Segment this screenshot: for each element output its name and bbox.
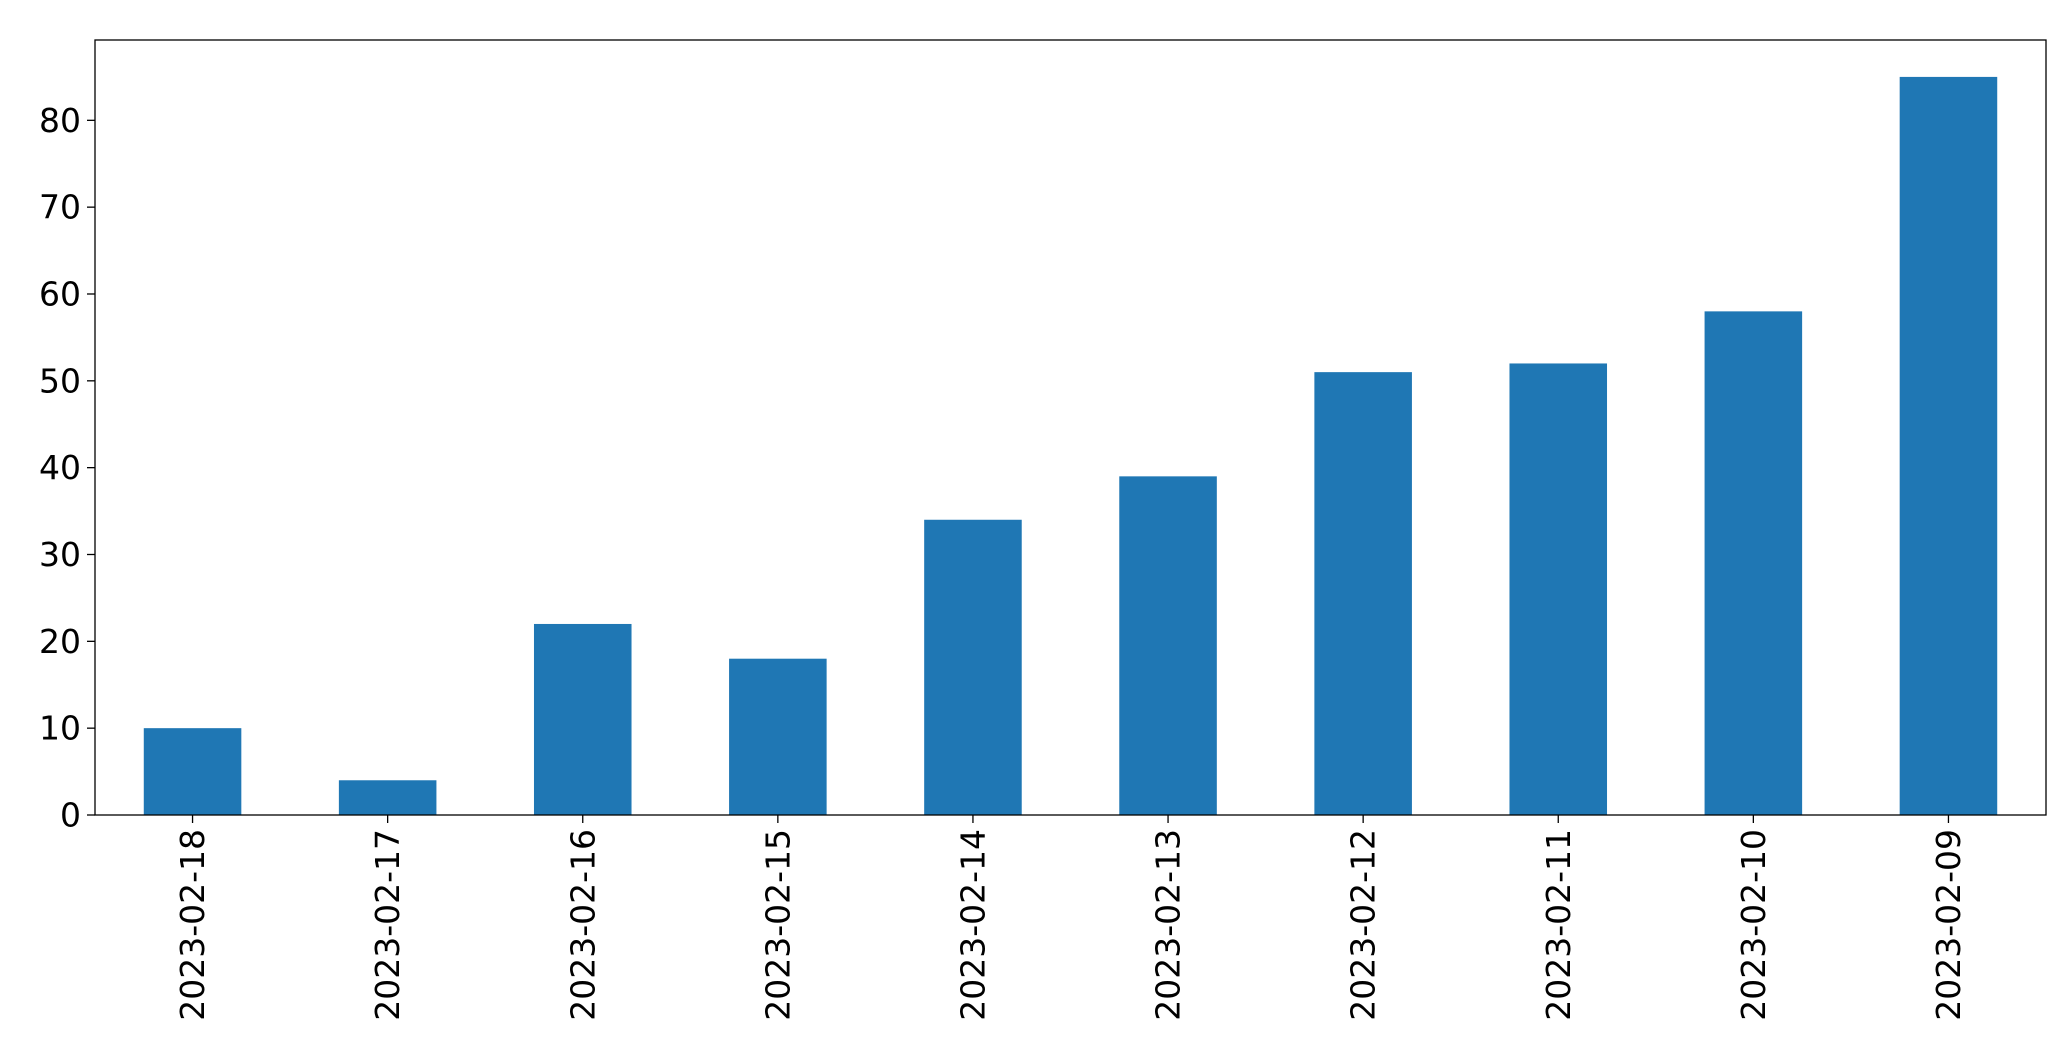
x-tick-label: 2023-02-14 [953, 829, 992, 1021]
bar-2023-02-18 [143, 728, 242, 815]
bar-2023-02-12 [1314, 372, 1412, 815]
y-tick-label: 20 [39, 622, 81, 661]
bar-2023-02-15 [729, 658, 827, 815]
axes-frame [94, 39, 2047, 816]
bar-2023-02-16 [533, 623, 632, 815]
y-tick-label: 30 [39, 535, 81, 574]
x-tick-label: 2023-02-18 [173, 829, 212, 1021]
x-tick-label: 2023-02-13 [1149, 829, 1188, 1021]
y-tick-label: 50 [39, 361, 81, 400]
bar-2023-02-11 [1509, 363, 1608, 815]
x-tick-label: 2023-02-17 [368, 829, 407, 1021]
y-tick-label: 80 [39, 101, 81, 140]
bar-2023-02-13 [1119, 476, 1217, 815]
y-tick-label: 10 [39, 709, 81, 748]
x-tick-label: 2023-02-16 [563, 829, 602, 1021]
y-tick-label: 40 [39, 448, 81, 487]
y-tick-label: 60 [39, 274, 81, 313]
x-tick-label: 2023-02-10 [1734, 829, 1773, 1021]
x-tick-label: 2023-02-11 [1539, 829, 1578, 1021]
bar-2023-02-10 [1704, 311, 1803, 815]
x-tick-label: 2023-02-15 [758, 829, 797, 1021]
x-tick-label: 2023-02-09 [1929, 829, 1968, 1021]
bar-2023-02-17 [338, 780, 437, 815]
bar-2023-02-14 [924, 519, 1022, 815]
bars-layer [143, 76, 1998, 815]
bar-2023-02-09 [1899, 76, 1998, 815]
y-tick-label: 0 [60, 796, 81, 835]
y-axis: 0 10 20 30 40 50 60 70 80 [39, 101, 95, 835]
x-axis: 2023-02-18 2023-02-17 2023-02-16 2023-02-15… [173, 815, 1968, 1021]
x-tick-label: 2023-02-12 [1344, 829, 1383, 1021]
y-tick-label: 70 [39, 188, 81, 227]
